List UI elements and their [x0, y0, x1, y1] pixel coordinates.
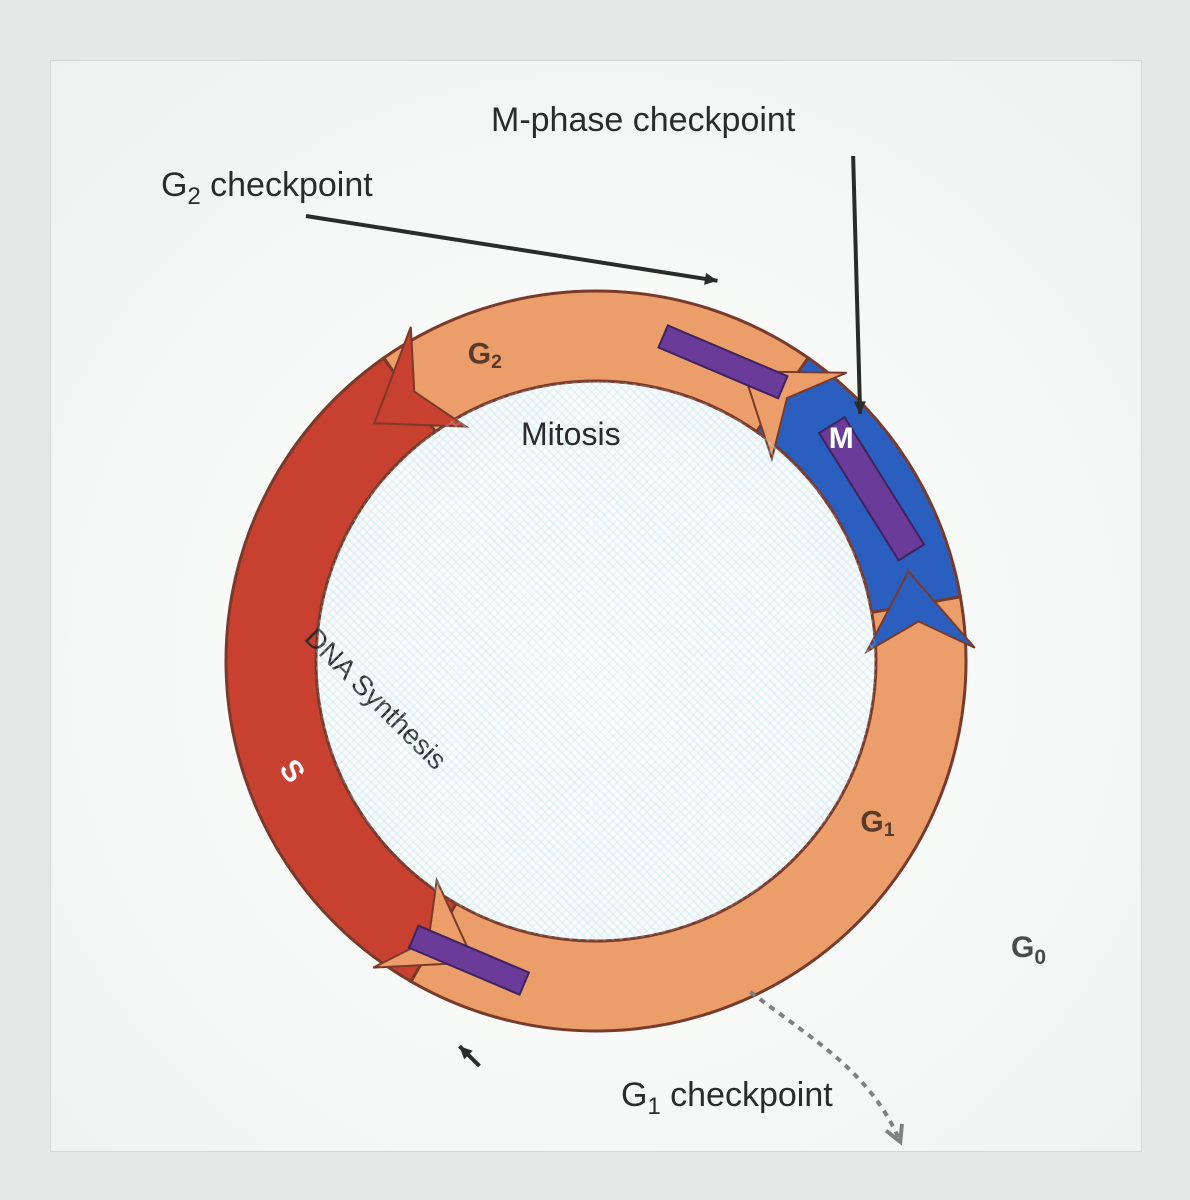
diagram-stage: G1SG2MDNA Synthesis M-phase checkpoint G…: [50, 60, 1142, 1152]
label-g0: G0: [1011, 931, 1046, 970]
label-g1-checkpoint: G1 checkpoint: [621, 1076, 833, 1121]
label-m-phase-checkpoint: M-phase checkpoint: [491, 101, 795, 140]
label-mitosis: Mitosis: [521, 416, 621, 453]
inner-texture: [316, 381, 876, 941]
label-g2-checkpoint: G2 checkpoint: [161, 166, 373, 211]
svg-text:M: M: [829, 422, 854, 455]
